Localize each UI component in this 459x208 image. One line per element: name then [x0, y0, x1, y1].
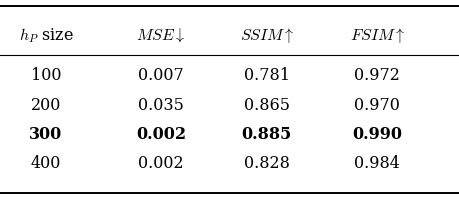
- Text: $MSE\downarrow$: $MSE\downarrow$: [136, 26, 185, 44]
- Text: 400: 400: [31, 155, 61, 172]
- Text: 0.002: 0.002: [138, 155, 184, 172]
- Text: 200: 200: [31, 97, 61, 114]
- Text: $SSIM\uparrow$: $SSIM\uparrow$: [239, 26, 293, 45]
- Text: $FSIM\uparrow$: $FSIM\uparrow$: [349, 26, 404, 45]
- Text: 0.828: 0.828: [243, 155, 289, 172]
- Text: 0.781: 0.781: [243, 67, 289, 84]
- Text: 300: 300: [29, 126, 62, 143]
- Text: 0.970: 0.970: [353, 97, 399, 114]
- Text: $h_P$ size: $h_P$ size: [18, 26, 73, 45]
- Text: 0.035: 0.035: [138, 97, 184, 114]
- Text: 0.990: 0.990: [352, 126, 401, 143]
- Text: 0.885: 0.885: [241, 126, 291, 143]
- Text: 0.865: 0.865: [243, 97, 289, 114]
- Text: 0.984: 0.984: [353, 155, 399, 172]
- Text: 100: 100: [31, 67, 61, 84]
- Text: 0.972: 0.972: [353, 67, 399, 84]
- Text: 0.007: 0.007: [138, 67, 184, 84]
- Text: 0.002: 0.002: [136, 126, 185, 143]
